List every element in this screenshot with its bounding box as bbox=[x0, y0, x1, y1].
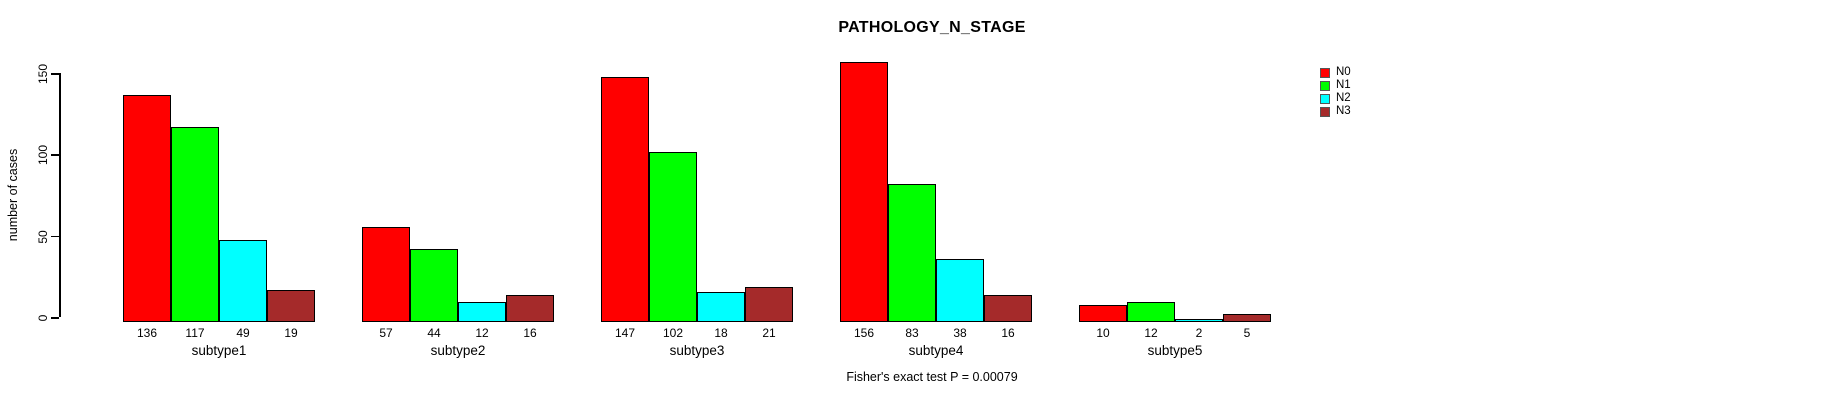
bar-value-label: 38 bbox=[953, 326, 967, 340]
bar-value-label: 57 bbox=[379, 326, 393, 340]
legend-label-N1: N1 bbox=[1336, 79, 1351, 91]
annotation-text: Fisher's exact test P = 0.00079 bbox=[846, 370, 1018, 384]
bar-N3-subtype1 bbox=[267, 290, 315, 322]
y-axis-tick bbox=[51, 317, 59, 319]
bar-value-label: 18 bbox=[714, 326, 728, 340]
category-label-subtype1: subtype1 bbox=[191, 343, 247, 358]
bar-N0-subtype2 bbox=[362, 227, 410, 322]
bar-value-label: 16 bbox=[523, 326, 537, 340]
bar-value-label: 2 bbox=[1195, 326, 1203, 340]
y-axis-tick bbox=[51, 154, 59, 156]
y-axis-tick-label: 100 bbox=[36, 145, 50, 166]
bar-N1-subtype4 bbox=[888, 184, 936, 322]
category-label-subtype2: subtype2 bbox=[430, 343, 486, 358]
bar-N3-subtype2 bbox=[506, 295, 554, 322]
legend-label-N2: N2 bbox=[1336, 92, 1351, 104]
bar-N2-subtype4 bbox=[936, 259, 984, 322]
bar-N3-subtype3 bbox=[745, 287, 793, 322]
y-axis-title: number of cases bbox=[6, 148, 20, 242]
bar-value-label: 117 bbox=[185, 326, 205, 340]
legend-swatch-N2 bbox=[1320, 93, 1330, 104]
legend-swatch-N1 bbox=[1320, 80, 1330, 91]
bar-value-label: 102 bbox=[662, 326, 684, 340]
bar-value-label: 12 bbox=[1144, 326, 1158, 340]
y-axis-tick-label: 50 bbox=[36, 229, 50, 244]
legend-item-N3: N3 bbox=[1320, 105, 1351, 118]
legend-label-N3: N3 bbox=[1336, 105, 1351, 117]
bar-N3-subtype4 bbox=[984, 295, 1032, 322]
bar-N2-subtype2 bbox=[458, 302, 506, 322]
legend-item-N2: N2 bbox=[1320, 92, 1351, 105]
legend-item-N0: N0 bbox=[1320, 66, 1351, 79]
bar-value-label: 12 bbox=[475, 326, 489, 340]
bar-N3-subtype5 bbox=[1223, 314, 1271, 322]
bar-value-label: 16 bbox=[1001, 326, 1015, 340]
bar-N1-subtype2 bbox=[410, 249, 458, 322]
bar-value-label: 19 bbox=[284, 326, 298, 340]
y-axis-tick-label: 150 bbox=[36, 63, 50, 85]
bar-N2-subtype1 bbox=[219, 240, 267, 322]
bar-N0-subtype4 bbox=[840, 62, 888, 322]
category-label-subtype5: subtype5 bbox=[1147, 343, 1203, 358]
bar-value-label: 136 bbox=[136, 326, 158, 340]
category-label-subtype4: subtype4 bbox=[908, 343, 964, 358]
bar-N0-subtype3 bbox=[601, 77, 649, 322]
legend-item-N1: N1 bbox=[1320, 79, 1351, 92]
bar-value-label: 49 bbox=[236, 326, 250, 340]
bar-N0-subtype5 bbox=[1079, 305, 1127, 322]
legend-label-N0: N0 bbox=[1336, 66, 1351, 78]
bar-N0-subtype1 bbox=[123, 95, 171, 322]
bar-N1-subtype3 bbox=[649, 152, 697, 322]
bar-value-label: 44 bbox=[427, 326, 441, 340]
y-axis-tick-label: 0 bbox=[36, 314, 50, 322]
chart-title: PATHOLOGY_N_STAGE bbox=[838, 19, 1026, 36]
legend: N0 N1 N2 N3 bbox=[1320, 66, 1351, 118]
bar-value-label: 10 bbox=[1096, 326, 1110, 340]
y-axis-tick bbox=[51, 235, 59, 238]
legend-swatch-N3 bbox=[1320, 106, 1330, 117]
bar-N2-subtype5 bbox=[1175, 319, 1223, 322]
bar-N1-subtype1 bbox=[171, 127, 219, 322]
bar-value-label: 5 bbox=[1243, 326, 1251, 340]
category-label-subtype3: subtype3 bbox=[669, 343, 725, 358]
bar-N2-subtype3 bbox=[697, 292, 745, 322]
legend-swatch-N0 bbox=[1320, 67, 1330, 78]
bar-N1-subtype5 bbox=[1127, 302, 1175, 322]
bar-value-label: 156 bbox=[853, 326, 875, 340]
y-axis-tick bbox=[51, 73, 59, 75]
bar-value-label: 21 bbox=[762, 326, 776, 340]
y-axis-line bbox=[59, 73, 61, 317]
bar-value-label: 147 bbox=[614, 326, 636, 340]
bar-value-label: 83 bbox=[905, 326, 919, 340]
